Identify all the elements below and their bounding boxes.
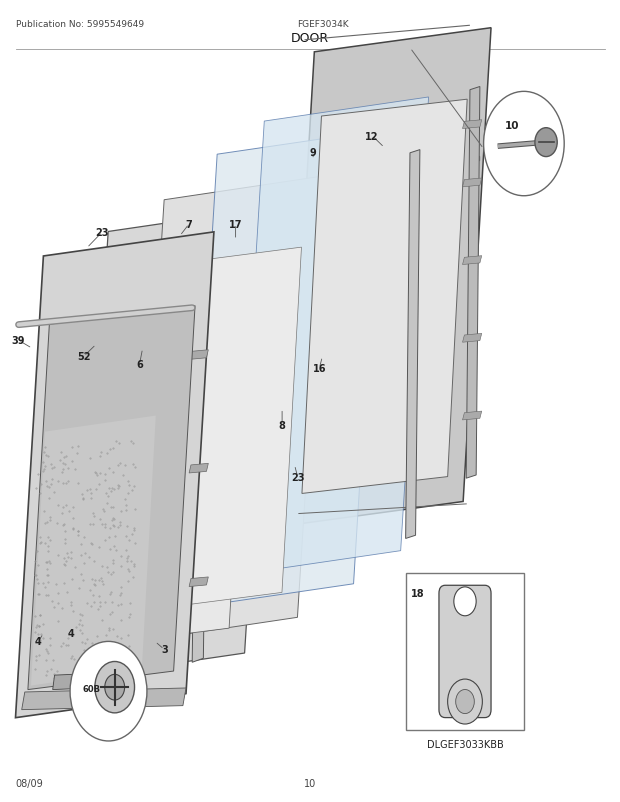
Polygon shape [286,29,491,526]
Text: 18: 18 [410,588,424,597]
Text: 8: 8 [278,420,286,430]
Circle shape [535,128,557,157]
Text: 16: 16 [312,364,326,374]
Polygon shape [463,257,482,265]
Text: Publication No: 5995549649: Publication No: 5995549649 [16,20,144,29]
Polygon shape [22,688,186,710]
Circle shape [456,690,474,714]
Text: DLGEF3033KBB: DLGEF3033KBB [427,739,503,749]
Circle shape [454,587,476,616]
Polygon shape [53,673,110,690]
Text: DOOR: DOOR [291,32,329,45]
Text: 6: 6 [136,360,143,370]
Ellipse shape [126,443,176,555]
Polygon shape [463,120,482,129]
Text: 3: 3 [161,645,167,654]
Polygon shape [95,296,249,645]
Text: 12: 12 [365,132,379,141]
Circle shape [105,674,125,700]
Text: 08/09: 08/09 [16,778,43,788]
Polygon shape [463,334,482,342]
Text: FGEF3034K: FGEF3034K [298,20,349,29]
Polygon shape [189,131,381,608]
Polygon shape [463,179,482,188]
Polygon shape [16,233,214,718]
Polygon shape [189,464,208,473]
Circle shape [484,92,564,196]
Text: 60B: 60B [82,684,100,694]
Polygon shape [189,577,208,587]
Text: 23: 23 [95,228,109,237]
Text: 23: 23 [291,472,304,482]
Polygon shape [152,248,301,610]
Polygon shape [302,100,467,494]
Polygon shape [405,151,420,539]
Polygon shape [81,209,273,677]
FancyBboxPatch shape [439,585,491,718]
Polygon shape [28,306,195,690]
Text: 17: 17 [229,220,242,229]
Polygon shape [192,281,208,662]
FancyBboxPatch shape [406,573,524,730]
Polygon shape [463,411,482,420]
Circle shape [70,642,147,741]
Text: 10: 10 [505,121,519,131]
Polygon shape [136,176,326,642]
Text: 4: 4 [35,637,42,646]
Text: 10: 10 [304,778,316,788]
Polygon shape [466,87,480,479]
Text: 39: 39 [12,336,25,346]
Polygon shape [236,98,428,575]
Circle shape [95,662,135,713]
Ellipse shape [131,537,171,610]
Polygon shape [189,350,208,360]
Text: 7: 7 [186,220,192,229]
Polygon shape [31,416,156,686]
Text: 52: 52 [77,352,91,362]
Text: 9: 9 [310,148,316,157]
Circle shape [448,679,482,724]
Text: 4: 4 [68,629,74,638]
